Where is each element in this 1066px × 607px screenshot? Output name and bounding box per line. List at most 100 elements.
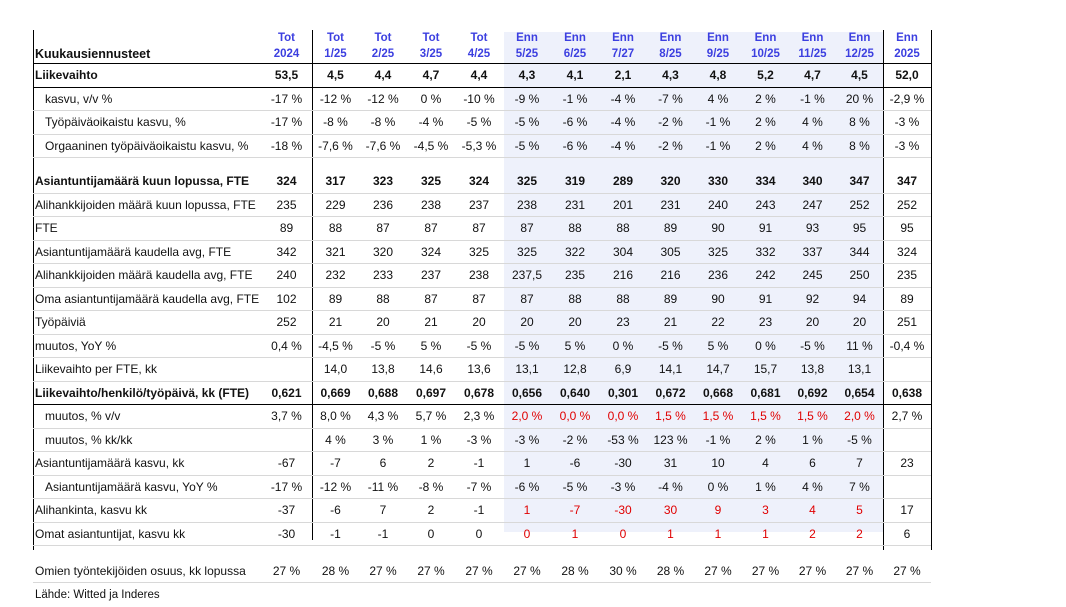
table-cell: 23	[883, 452, 931, 476]
table-cell: 320	[647, 170, 694, 193]
table-cell: -18 %	[261, 134, 312, 158]
table-cell: 337	[789, 240, 836, 264]
table-title: Kuukausiennusteet	[33, 45, 261, 64]
table-cell: -3 %	[599, 475, 647, 499]
table-cell: -5 %	[551, 475, 599, 499]
table-cell: 236	[694, 264, 742, 288]
table-cell: 251	[883, 311, 931, 335]
table-cell: -4,5 %	[312, 334, 359, 358]
row-label: Liikevaihto	[33, 64, 261, 88]
table-cell: 87	[455, 217, 503, 241]
table-cell: 89	[312, 287, 359, 311]
header-cell: 3/25	[407, 45, 455, 64]
table-cell: 0,301	[599, 381, 647, 405]
table-cell: -30	[261, 522, 312, 546]
table-cell: 95	[836, 217, 883, 241]
table-cell: -12 %	[359, 87, 407, 111]
table-cell: -2 %	[551, 428, 599, 452]
table-cell	[883, 475, 931, 499]
table-cell: 242	[742, 264, 789, 288]
table-cell: -1 %	[551, 87, 599, 111]
table-cell: 342	[261, 240, 312, 264]
table-cell: 0,692	[789, 381, 836, 405]
table-cell: 88	[359, 287, 407, 311]
table-cell: 334	[742, 170, 789, 193]
table-cell: 91	[742, 287, 789, 311]
table-cell: 2	[789, 522, 836, 546]
table-cell: 1 %	[742, 475, 789, 499]
table-cell: 88	[599, 287, 647, 311]
table-cell: 6,9	[599, 358, 647, 382]
header-cell: Enn	[503, 30, 551, 45]
table-cell: 4 %	[789, 475, 836, 499]
table-cell: -8 %	[407, 475, 455, 499]
row-label: Alihankkijoiden määrä kuun lopussa, FTE	[33, 193, 261, 217]
header-cell: Tot	[455, 30, 503, 45]
table-cell: 319	[551, 170, 599, 193]
divider-right	[931, 30, 932, 550]
table-cell: -9 %	[503, 87, 551, 111]
table-cell: 7 %	[836, 475, 883, 499]
table-cell: 4 %	[694, 87, 742, 111]
header-cell: 8/25	[647, 45, 694, 64]
table-cell: 87	[503, 287, 551, 311]
table-cell: -4 %	[599, 87, 647, 111]
table-cell: -67	[261, 452, 312, 476]
table-cell: 250	[836, 264, 883, 288]
table-cell: 347	[883, 170, 931, 193]
table-cell: 20	[551, 311, 599, 335]
table-cell: 88	[312, 217, 359, 241]
table-cell: 4,5	[836, 64, 883, 88]
table-cell: 4,8	[694, 64, 742, 88]
table-cell: 20	[455, 311, 503, 335]
table-cell: -11 %	[359, 475, 407, 499]
table-cell: 0	[407, 522, 455, 546]
table-cell: 27 %	[694, 560, 742, 583]
table-cell: 2 %	[742, 428, 789, 452]
row-label: muutos, YoY %	[33, 334, 261, 358]
table-cell: 0,669	[312, 381, 359, 405]
table-cell: 0,688	[359, 381, 407, 405]
table-cell: 6	[883, 522, 931, 546]
table-cell: -3 %	[455, 428, 503, 452]
table-cell: 89	[647, 217, 694, 241]
table-cell: -3 %	[883, 134, 931, 158]
table-cell: 87	[503, 217, 551, 241]
table-cell: 1,5 %	[742, 405, 789, 429]
table-cell: -10 %	[455, 87, 503, 111]
table-cell: 1 %	[789, 428, 836, 452]
table-cell: 0,640	[551, 381, 599, 405]
table-cell	[261, 358, 312, 382]
table-cell	[883, 428, 931, 452]
table-cell: 332	[742, 240, 789, 264]
table-cell: 325	[455, 240, 503, 264]
table-cell: 21	[647, 311, 694, 335]
table-cell: 0,672	[647, 381, 694, 405]
row-label: Asiantuntijamäärä kasvu, YoY %	[33, 475, 261, 499]
header-cell: Enn	[742, 30, 789, 45]
table-cell: 4 %	[789, 134, 836, 158]
table-cell: 8 %	[836, 134, 883, 158]
table-cell: 252	[836, 193, 883, 217]
table-cell: -4 %	[647, 475, 694, 499]
source-row: Lähde: Witted ja Inderes	[33, 583, 931, 607]
table-cell: 235	[551, 264, 599, 288]
table-cell: -7 %	[455, 475, 503, 499]
table-cell: -17 %	[261, 475, 312, 499]
table-cell: 231	[551, 193, 599, 217]
table-cell: 243	[742, 193, 789, 217]
header-cell: 2/25	[359, 45, 407, 64]
table-cell: -5 %	[455, 334, 503, 358]
table-cell: 330	[694, 170, 742, 193]
table-cell: 88	[551, 217, 599, 241]
table-cell: 229	[312, 193, 359, 217]
table-cell: 2 %	[742, 87, 789, 111]
table-cell: 216	[599, 264, 647, 288]
table-cell: 237	[455, 193, 503, 217]
row-label: Omien työntekijöiden osuus, kk lopussa	[33, 560, 261, 583]
forecast-table: Tot Tot Tot Tot Tot Enn Enn Enn Enn Enn …	[33, 30, 931, 607]
